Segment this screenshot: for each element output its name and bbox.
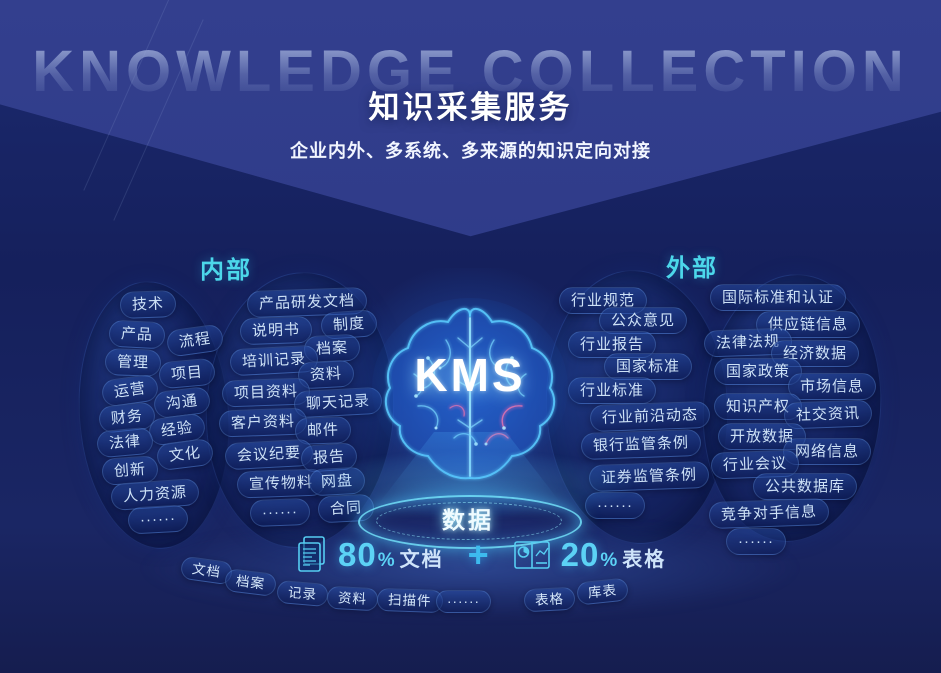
documents-percent-sign: % bbox=[377, 550, 395, 571]
documents-stat: 80% 文档 bbox=[338, 536, 444, 574]
knowledge-source-tag: 表格 bbox=[523, 586, 576, 613]
plus-sign: + bbox=[467, 534, 489, 575]
knowledge-source-tag: 库表 bbox=[575, 577, 630, 606]
watermark-text: KNOWLEDGE COLLECTION bbox=[0, 38, 941, 105]
knowledge-source-tag: 开放数据 bbox=[718, 423, 807, 450]
knowledge-source-tag: 国际标准和认证 bbox=[710, 284, 847, 311]
internal-heading: 内部 bbox=[200, 257, 252, 284]
external-heading: 外部 bbox=[666, 255, 718, 282]
table-chart-icon bbox=[513, 539, 551, 571]
data-ring-dashed bbox=[376, 502, 562, 540]
knowledge-source-tag: 公众意见 bbox=[599, 307, 688, 334]
kms-label: KMS bbox=[414, 349, 526, 401]
knowledge-source-tag: ······ bbox=[436, 590, 491, 613]
knowledge-source-tag: 市场信息 bbox=[788, 373, 877, 400]
data-composition-row: 80% 文档 + 20% 表格 bbox=[296, 534, 666, 576]
document-stack-icon bbox=[296, 535, 328, 575]
tables-percent-sign: % bbox=[600, 550, 618, 571]
knowledge-source-tag: ······ bbox=[585, 492, 645, 519]
knowledge-source-tag: 记录 bbox=[276, 579, 329, 608]
knowledge-source-tag: 档案 bbox=[223, 567, 278, 598]
page-subtitle: 企业内外、多系统、多来源的知识定向对接 bbox=[290, 141, 651, 161]
knowledge-source-tag: 国家政策 bbox=[714, 358, 803, 385]
brain-icon bbox=[372, 298, 568, 480]
tables-label: 表格 bbox=[622, 549, 667, 571]
knowledge-source-tag: 资料 bbox=[326, 585, 379, 612]
page-title: 知识采集服务 bbox=[368, 90, 573, 125]
knowledge-source-tag: 扫描件 bbox=[376, 587, 443, 614]
data-ring bbox=[358, 495, 582, 549]
knowledge-source-tag: 知识产权 bbox=[714, 393, 803, 420]
data-label: 数据 bbox=[442, 507, 494, 533]
documents-label: 文档 bbox=[399, 549, 444, 571]
tables-stat: 20% 表格 bbox=[561, 536, 667, 574]
tables-percent-value: 20 bbox=[560, 536, 600, 573]
knowledge-source-tag: 行业标准 bbox=[568, 377, 657, 404]
documents-percent-value: 80 bbox=[338, 536, 377, 573]
knowledge-source-tag: 国家标准 bbox=[604, 353, 693, 380]
